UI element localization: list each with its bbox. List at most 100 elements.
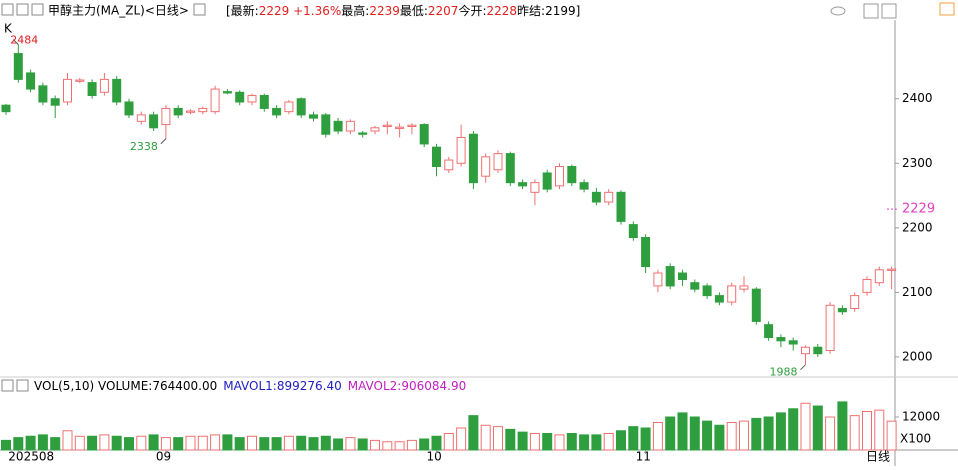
volume-bar xyxy=(517,431,528,451)
volume-bar xyxy=(726,422,737,451)
volume-bar xyxy=(87,435,98,451)
volume-info: VOL(5,10) VOLUME:764400.00 MAVOL1:899276.… xyxy=(34,379,466,393)
quote-value: 2229 +1.36% xyxy=(259,4,342,18)
volume-bar xyxy=(50,437,61,451)
volume-bar xyxy=(13,437,24,451)
volume-bar xyxy=(308,437,319,451)
volume-bar xyxy=(1,439,11,451)
volume-bar xyxy=(763,416,774,451)
icon-box[interactable] xyxy=(1,3,14,16)
candle-body xyxy=(161,107,171,126)
candle-body xyxy=(702,285,712,297)
candle-body xyxy=(13,53,23,80)
candle-body xyxy=(727,285,737,303)
volume-bar xyxy=(247,435,257,451)
icon-box[interactable] xyxy=(16,3,29,16)
volume-info-item: VOL(5,10) VOLUME:764400.00 xyxy=(34,379,217,393)
volume-bar xyxy=(173,437,184,451)
candle-body xyxy=(813,346,823,355)
volume-bar xyxy=(825,416,836,451)
candle-body xyxy=(395,126,405,129)
volume-bar xyxy=(652,422,663,451)
volume-bar xyxy=(37,434,48,451)
grid-icon[interactable] xyxy=(881,3,897,19)
volume-bar xyxy=(210,434,221,451)
volume-bar xyxy=(185,435,196,451)
candle-body xyxy=(468,133,478,184)
volume-bar xyxy=(234,437,245,451)
candle-body xyxy=(87,82,97,97)
volume-bar xyxy=(529,433,540,451)
candle-body xyxy=(419,124,429,145)
candle-body xyxy=(296,98,306,116)
candle-body xyxy=(591,191,601,203)
volume-text: VOL(5,10) VOLUME:764400.00 MAVOL1:899276.… xyxy=(34,379,466,393)
volume-bar xyxy=(862,411,872,451)
icon-box[interactable] xyxy=(31,3,44,16)
candle-body xyxy=(690,282,700,290)
candle-body xyxy=(776,337,786,342)
candle-body xyxy=(887,268,897,271)
annotation-arrow xyxy=(12,39,19,45)
volume-bar xyxy=(603,433,614,451)
icon-box[interactable] xyxy=(16,379,29,392)
candle-body xyxy=(247,95,257,103)
grid-icon[interactable] xyxy=(863,3,879,19)
volume-bar xyxy=(431,435,442,451)
candle-body xyxy=(1,104,11,113)
candle-body xyxy=(801,346,810,355)
candle-body xyxy=(641,237,651,268)
candle-body xyxy=(333,120,343,132)
quote-label: 昨结: xyxy=(517,4,545,18)
candle-body xyxy=(714,295,724,303)
candle-body xyxy=(382,124,392,128)
quote-value: 2239 xyxy=(369,4,400,18)
volume-bar xyxy=(812,405,823,451)
candle-body xyxy=(530,182,540,193)
volume-bar xyxy=(702,420,713,451)
volume-info-item: MAVOL2:906084.90 xyxy=(348,379,467,393)
candle-body xyxy=(136,114,146,122)
volume-bar xyxy=(714,424,725,451)
candle-body xyxy=(837,308,847,313)
corner-icon[interactable] xyxy=(939,2,955,16)
volume-bar xyxy=(283,435,294,451)
volume-bar xyxy=(751,417,762,451)
volume-bar xyxy=(616,430,626,451)
y-tick-label: 2200 xyxy=(902,220,933,234)
candle-body xyxy=(874,269,884,284)
candle-body xyxy=(456,136,466,164)
candle-body xyxy=(198,107,208,113)
candle-body xyxy=(259,95,269,109)
volume-bar xyxy=(25,435,36,451)
candle-body xyxy=(432,146,441,168)
icon-box[interactable] xyxy=(1,379,14,392)
volume-bar xyxy=(148,434,159,451)
volume-bar xyxy=(677,412,688,451)
candle-body xyxy=(284,101,294,113)
dropdown[interactable] xyxy=(193,3,206,16)
volume-bar xyxy=(406,439,417,451)
candle-body xyxy=(75,79,85,82)
annotation-label: 2484 xyxy=(10,34,38,47)
volume-bar xyxy=(800,402,811,451)
x-tick-label: 09 xyxy=(156,450,171,464)
candle-body xyxy=(50,98,60,106)
volume-bar xyxy=(222,434,233,451)
eye-icon[interactable] xyxy=(830,6,846,16)
y-tick-label: 2400 xyxy=(902,91,933,105)
candle-body xyxy=(788,340,798,345)
candle-body xyxy=(628,224,638,239)
period-label[interactable]: 日线 xyxy=(866,450,890,464)
candle-body xyxy=(186,110,195,113)
candle-body xyxy=(739,285,749,290)
candle-body xyxy=(518,182,528,187)
candle-body xyxy=(678,272,687,280)
candle-body xyxy=(345,120,355,132)
volume-bar xyxy=(837,401,848,451)
volume-bar xyxy=(591,434,602,451)
last-price-label: 2229 xyxy=(902,202,935,217)
candle-body xyxy=(555,166,564,187)
y-tick-label: 12000 xyxy=(902,410,940,424)
